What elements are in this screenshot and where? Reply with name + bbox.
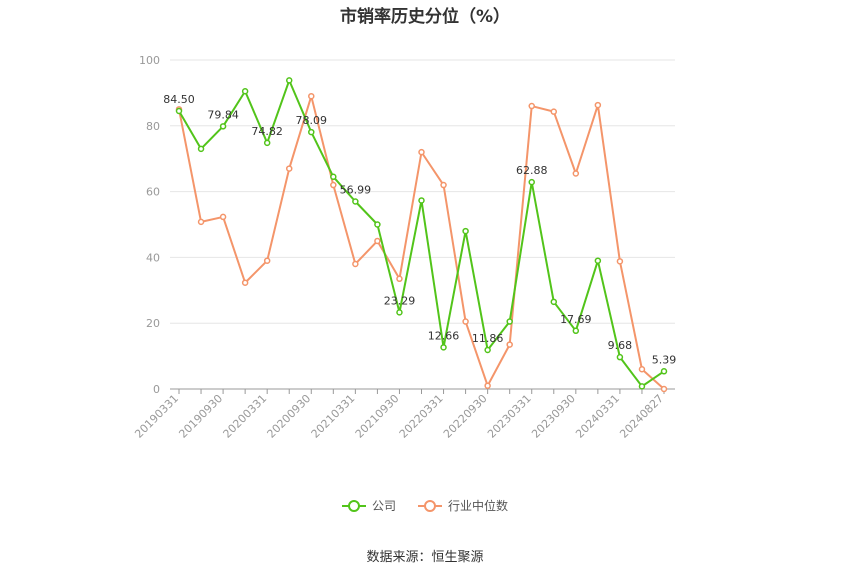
series-point <box>638 366 646 373</box>
legend: 公司 行业中位数 <box>0 497 850 514</box>
x-tick-label: 20230331 <box>485 392 534 441</box>
series-area <box>175 77 668 393</box>
data-label: 5.39 <box>652 353 677 366</box>
x-tick-label: 20200331 <box>221 392 270 441</box>
y-tick-label: 20 <box>146 317 160 330</box>
series-point <box>263 139 271 147</box>
series-point <box>528 102 535 110</box>
series-point <box>308 128 315 136</box>
legend-industry-label: 行业中位数 <box>448 499 509 513</box>
series-point <box>197 145 205 153</box>
series-point <box>660 385 668 393</box>
series-point <box>219 213 227 221</box>
legend-item-industry-median[interactable]: 行业中位数 <box>418 497 508 514</box>
line-chart: 0 20 40 60 80 100 2019033120190930202003312020… <box>132 54 676 441</box>
series-point <box>572 170 580 177</box>
x-tick-label: 20240331 <box>573 392 622 441</box>
y-tick-label: 60 <box>146 186 160 199</box>
data-label: 11.86 <box>472 332 504 345</box>
series-point <box>197 218 205 226</box>
x-tick-label: 20220930 <box>441 392 490 441</box>
legend-item-company[interactable]: 公司 <box>341 497 396 514</box>
series-point <box>330 181 337 189</box>
series-point <box>440 344 447 351</box>
series-point <box>594 101 602 109</box>
series-point <box>418 148 425 156</box>
legend-company-label: 公司 <box>371 499 396 513</box>
data-label: 9.68 <box>608 339 633 352</box>
series-point <box>285 77 293 84</box>
data-label: 62.88 <box>516 164 548 177</box>
y-tick-label: 40 <box>146 251 160 264</box>
x-tick-label: 20200930 <box>265 392 314 441</box>
x-tick-label: 20230930 <box>529 392 578 441</box>
data-label: 74.82 <box>251 125 283 138</box>
y-tick-label: 0 <box>153 383 160 396</box>
series-point <box>528 178 535 186</box>
x-tick-label: 20240827 <box>617 392 666 441</box>
series-point <box>506 341 513 348</box>
series-point <box>352 260 359 268</box>
series-point <box>308 92 315 100</box>
x-tick-label: 20210331 <box>309 392 358 441</box>
series-point <box>285 165 293 172</box>
series-point <box>660 368 668 375</box>
series-point <box>616 353 624 361</box>
series-point <box>396 309 403 316</box>
series-point <box>484 346 491 354</box>
series-point <box>175 107 183 115</box>
data-labels: 84.50 79.84 74.82 78.09 56.99 23.29 12.66 11.86… <box>163 93 676 366</box>
series-point <box>330 173 337 181</box>
chart-title: 市销率历史分位（%） <box>339 7 511 27</box>
series-point <box>374 237 381 245</box>
data-label: 17.69 <box>560 313 592 326</box>
series-point <box>572 327 580 335</box>
data-label: 78.09 <box>296 114 328 127</box>
data-label: 84.50 <box>163 93 195 106</box>
legend-industry-swatch-icon <box>418 499 442 513</box>
series-point <box>241 88 249 95</box>
series-point <box>550 108 558 115</box>
series-point <box>594 257 602 264</box>
series-point <box>616 258 624 265</box>
series-point <box>440 181 447 189</box>
data-label: 12.66 <box>428 329 460 342</box>
data-label: 23.29 <box>384 294 416 307</box>
series-point <box>219 123 227 130</box>
series-point <box>506 318 513 325</box>
series-point <box>396 275 403 283</box>
y-tick-label: 100 <box>139 54 160 67</box>
legend-company-swatch-icon <box>341 499 366 513</box>
series-point <box>418 197 425 204</box>
series-point <box>462 318 469 325</box>
x-tick-label: 20190331 <box>132 392 181 441</box>
series-point <box>462 227 469 235</box>
series-point <box>484 382 491 389</box>
source-note: 数据来源：恒生聚源 <box>366 550 484 565</box>
series-point <box>263 257 271 264</box>
series-point <box>550 298 558 306</box>
data-label: 56.99 <box>340 184 372 197</box>
y-tick-label: 80 <box>146 120 160 133</box>
data-label: 79.84 <box>207 108 239 121</box>
series-point <box>241 279 249 286</box>
series-line-1 <box>178 95 665 390</box>
x-tick-label: 20210930 <box>353 392 402 441</box>
series-point <box>638 383 646 390</box>
series-point <box>352 198 359 205</box>
series-point <box>374 221 381 228</box>
x-tick-label: 20190930 <box>176 392 225 441</box>
x-tick-label: 20220331 <box>397 392 446 441</box>
